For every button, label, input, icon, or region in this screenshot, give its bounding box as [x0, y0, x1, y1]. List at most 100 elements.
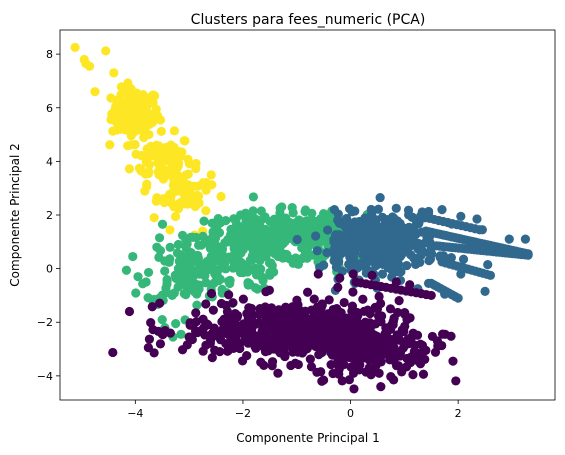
cluster-2-point — [312, 246, 322, 256]
cluster-0-point — [206, 170, 216, 180]
cluster-3-point — [191, 317, 202, 327]
cluster-3-point — [325, 316, 335, 326]
cluster-3-point — [372, 304, 383, 314]
cluster-0-point — [130, 139, 140, 150]
cluster-1-point — [157, 314, 167, 325]
cluster-0-point — [176, 149, 186, 159]
cluster-2-point — [342, 222, 353, 232]
cluster-0-point — [136, 125, 146, 135]
cluster-3-point — [385, 322, 395, 333]
chart-title: Clusters para fees_numeric (PCA) — [191, 12, 426, 28]
cluster-2-point — [504, 234, 514, 244]
cluster-1-point — [193, 250, 203, 261]
cluster-0-point — [70, 42, 80, 53]
cluster-0-point — [143, 152, 153, 162]
cluster-3-point — [324, 295, 334, 305]
cluster-0-point — [123, 141, 133, 151]
cluster-1-point — [225, 278, 235, 289]
y-tick-label: −4 — [37, 370, 53, 383]
cluster-1-point — [121, 265, 132, 275]
cluster-2-point — [341, 230, 351, 240]
cluster-3-point — [232, 330, 242, 340]
cluster-3-point — [206, 288, 217, 299]
cluster-1-point — [214, 228, 225, 238]
cluster-1-point — [128, 251, 138, 262]
cluster-3-point — [203, 320, 213, 330]
cluster-3-point — [336, 317, 346, 327]
cluster-2-point — [319, 260, 329, 270]
cluster-3-point — [333, 356, 343, 366]
cluster-3-point — [200, 330, 210, 340]
cluster-1-point — [241, 213, 252, 223]
cluster-3-point — [307, 336, 318, 346]
cluster-0-point — [179, 136, 189, 146]
cluster-1-point — [131, 288, 141, 298]
cluster-3-point — [329, 343, 339, 353]
cluster-2-point — [292, 234, 302, 245]
cluster-1-point — [186, 268, 196, 278]
cluster-3-point — [394, 348, 404, 358]
cluster-1-point — [201, 258, 211, 268]
cluster-2-point — [395, 247, 405, 257]
cluster-1-point — [157, 219, 168, 229]
cluster-0-point — [148, 90, 158, 100]
cluster-3-point — [280, 351, 290, 362]
cluster-3-point — [260, 302, 270, 312]
cluster-0-point — [105, 140, 115, 150]
cluster-2-point — [456, 211, 466, 221]
cluster-3-point — [342, 341, 352, 351]
cluster-3-point — [261, 332, 271, 342]
cluster-1-point — [152, 242, 162, 252]
cluster-1-point — [265, 270, 275, 280]
cluster-3-point — [314, 350, 324, 360]
cluster-0-point — [112, 95, 122, 105]
cluster-0-point — [156, 126, 166, 137]
cluster-3-point — [451, 376, 461, 386]
cluster-2-point — [394, 259, 404, 269]
cluster-1-point — [201, 278, 211, 288]
cluster-3-point — [427, 331, 437, 342]
cluster-2-point — [345, 252, 355, 262]
y-axis-label: Componente Principal 2 — [8, 143, 22, 286]
cluster-0-point — [90, 87, 100, 97]
y-tick-label: 2 — [46, 209, 53, 222]
cluster-1-point — [256, 206, 266, 216]
cluster-3-point — [177, 345, 188, 355]
cluster-3-point — [273, 368, 283, 378]
cluster-1-point — [208, 252, 218, 262]
cluster-3-point — [438, 329, 448, 339]
cluster-1-point — [160, 256, 170, 266]
cluster-3-point — [389, 356, 399, 366]
cluster-3-point — [448, 356, 458, 366]
cluster-1-point — [216, 258, 226, 268]
cluster-0-point — [153, 111, 163, 121]
cluster-2-point — [344, 259, 354, 269]
cluster-3-point — [268, 340, 279, 350]
cluster-2-point — [440, 289, 450, 299]
cluster-3-point — [225, 338, 235, 349]
cluster-3-point — [339, 297, 349, 308]
cluster-0-point — [202, 179, 213, 189]
cluster-1-point — [229, 214, 239, 224]
cluster-2-point — [523, 249, 533, 259]
cluster-3-point — [254, 309, 265, 319]
cluster-3-point — [148, 325, 158, 335]
cluster-3-point — [402, 353, 412, 364]
cluster-0-point — [149, 213, 159, 223]
cluster-3-point — [350, 351, 360, 362]
cluster-2-point — [349, 233, 359, 243]
cluster-0-point — [109, 68, 119, 78]
cluster-0-point — [123, 103, 133, 113]
cluster-3-point — [146, 317, 156, 328]
cluster-3-point — [387, 340, 397, 350]
cluster-1-point — [233, 255, 243, 265]
cluster-2-point — [373, 204, 384, 214]
cluster-3-point — [302, 287, 313, 297]
cluster-3-point — [415, 359, 426, 369]
cluster-0-point — [155, 154, 165, 164]
cluster-2-point — [391, 203, 401, 213]
cluster-3-point — [256, 341, 266, 351]
cluster-3-point — [267, 361, 277, 371]
cluster-3-point — [242, 351, 252, 361]
cluster-1-point — [165, 242, 175, 252]
